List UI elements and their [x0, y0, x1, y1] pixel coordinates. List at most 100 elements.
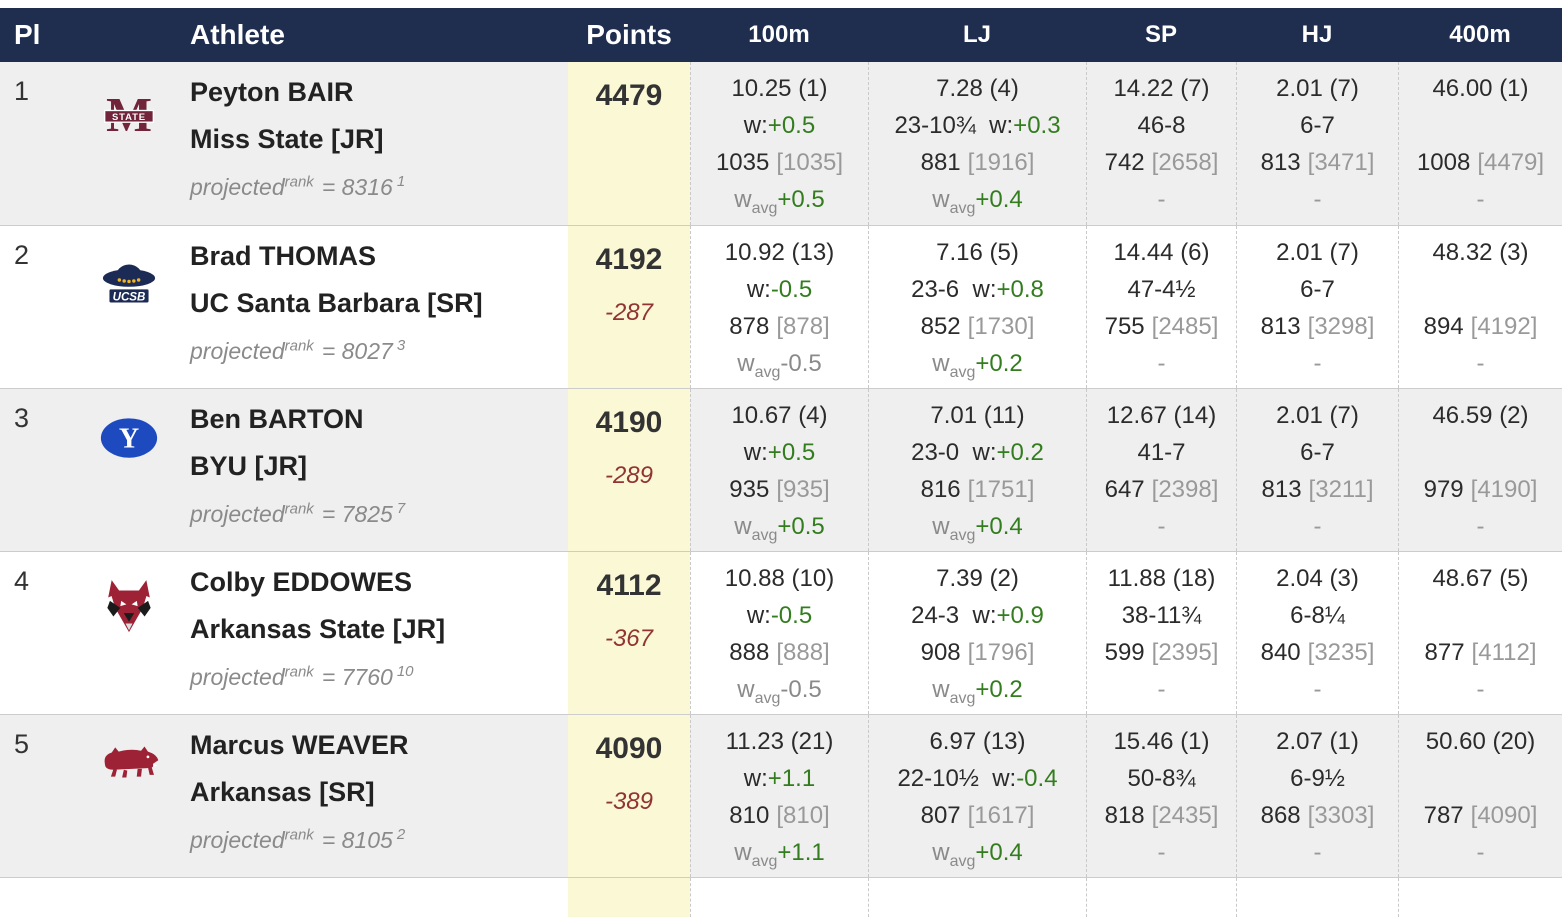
wind-label: w: [746, 276, 771, 303]
event-points: 647 [1104, 476, 1145, 503]
avg-wind: wavg+1.1 [734, 839, 825, 870]
event-cumulative: [4190] [1470, 476, 1538, 503]
event-place: (13) [791, 239, 835, 266]
athlete-row: 4 Colby EDDOWES Arkansas State [JR] proj… [0, 551, 1562, 714]
avg-wind: - [1476, 839, 1485, 866]
event-points: 979 [1423, 476, 1464, 503]
event-points: 878 [729, 313, 770, 340]
event-mark: 2.01 [1276, 75, 1323, 102]
projected-score: projectedrank = 8105 2 [190, 826, 406, 853]
event-place: (21) [790, 728, 834, 755]
athlete-name[interactable]: Marcus WEAVER [190, 730, 409, 760]
avg-wind: - [1313, 839, 1322, 866]
wind-label: w: [972, 602, 997, 629]
col-header-athlete: Athlete [190, 19, 285, 50]
event-imperial: 6-9½ [1290, 765, 1345, 792]
athlete-name[interactable]: Ben BARTON [190, 404, 364, 434]
avg-wind: - [1313, 676, 1322, 703]
event-place: (5) [1499, 565, 1529, 592]
event-place: (2) [989, 565, 1019, 592]
athlete-name[interactable]: Brad THOMAS [190, 241, 377, 271]
event-mark: 7.16 [936, 239, 983, 266]
event-place: (1) [1499, 75, 1529, 102]
points-deficit: -289 [604, 462, 654, 489]
col-header-sp: SP [1144, 21, 1177, 48]
points-value: 4192 [595, 243, 663, 276]
team-logo-cell [70, 715, 188, 877]
points-cell: 4190 -289 [568, 389, 690, 551]
event-place: (6) [1180, 239, 1210, 266]
athlete-row: 3 Y Ben BARTON BYU [JR] projectedrank = 7… [0, 388, 1562, 551]
event-mark: 10.88 [724, 565, 785, 592]
event-cumulative: [4192] [1470, 313, 1538, 340]
event-cell-hj: 2.01 (7) 6-7 813 [3211] - [1236, 389, 1398, 551]
avg-wind: wavg+0.4 [932, 839, 1023, 870]
wind-value: -0.5 [770, 276, 813, 303]
event-place: (1) [1180, 728, 1210, 755]
avg-wind: - [1313, 350, 1322, 377]
event-cell-lj: 6.97 (13) 22-10½ w:-0.4 807 [1617] wavg+0… [868, 715, 1086, 877]
event-cell-sp: 14.44 (6) 47-4½ 755 [2485] - [1086, 226, 1236, 388]
wind-value: -0.5 [770, 602, 813, 629]
event-mark: 14.44 [1113, 239, 1174, 266]
event-cell-400m: 48.32 (3) 894 [4192] - [1398, 226, 1562, 388]
points-cell: 4192 -287 [568, 226, 690, 388]
event-cell-400m: 46.59 (2) 979 [4190] - [1398, 389, 1562, 551]
event-cumulative: [1796] [967, 639, 1035, 666]
event-cumulative: [1916] [967, 149, 1035, 176]
athlete-name[interactable]: Peyton BAIR [190, 77, 354, 107]
athlete-cell: Ben BARTON BYU [JR] projectedrank = 7825 7 [188, 389, 568, 551]
event-cell-100m: 10.67 (4) w:+0.5 935 [935] wavg+0.5 [690, 389, 868, 551]
event-points: 807 [920, 802, 961, 829]
col-header-pl: Pl [14, 19, 41, 50]
athlete-cell: Marcus WEAVER Arkansas [SR] projectedran… [188, 715, 568, 877]
wind-label: w: [992, 765, 1017, 792]
event-cell-100m: 10.25 (1) w:+0.5 1035 [1035] wavg+0.5 [690, 62, 868, 225]
event-cell-sp: 14.22 (7) 46-8 742 [2658] - [1086, 62, 1236, 225]
event-cell-hj: 2.01 (7) 6-7 813 [3298] - [1236, 226, 1398, 388]
event-cell-100m: 10.88 (10) w:-0.5 888 [888] wavg-0.5 [690, 552, 868, 714]
avg-wind: - [1157, 186, 1166, 213]
event-points: 1008 [1416, 149, 1471, 176]
avg-wind: wavg+0.4 [932, 186, 1023, 217]
place-number: 1 [14, 76, 30, 106]
event-cumulative: [3211] [1308, 476, 1374, 503]
athlete-name[interactable]: Colby EDDOWES [190, 567, 413, 597]
event-cumulative: [4479] [1477, 149, 1545, 176]
event-place: (4) [798, 402, 828, 429]
points-deficit: -367 [604, 625, 654, 652]
event-points: 787 [1423, 802, 1464, 829]
event-imperial: 50-8¾ [1127, 765, 1196, 792]
event-place: (13) [982, 728, 1026, 755]
athlete-school: UC Santa Barbara [SR] [190, 288, 483, 318]
event-points: 816 [920, 476, 961, 503]
event-mark: 48.67 [1432, 565, 1493, 592]
athlete-row: 2 UCSB Brad THOMAS UC Santa Barbara [SR]… [0, 225, 1562, 388]
event-mark: 50.60 [1425, 728, 1486, 755]
event-points: 908 [920, 639, 961, 666]
wind-value: -0.4 [1016, 765, 1058, 792]
points-value: 4479 [595, 79, 663, 112]
wind-value: +0.5 [767, 112, 816, 139]
event-place: (5) [989, 239, 1019, 266]
avg-wind: wavg+0.4 [932, 513, 1023, 544]
avg-wind: - [1157, 676, 1166, 703]
avg-wind: - [1157, 513, 1166, 540]
wind-label: w: [972, 276, 997, 303]
col-header-points: Points [586, 19, 672, 50]
athlete-row: 1 MSTATE Peyton BAIR Miss State [JR] pro… [0, 62, 1562, 225]
event-cell-hj: 2.04 (3) 6-8¼ 840 [3235] - [1236, 552, 1398, 714]
event-cumulative: [888] [776, 639, 830, 666]
avg-wind: - [1157, 839, 1166, 866]
wind-value: +0.5 [767, 439, 816, 466]
event-cell-sp: 15.46 (1) 50-8¾ 818 [2435] - [1086, 715, 1236, 877]
avg-wind: - [1476, 350, 1485, 377]
event-mark: 2.04 [1276, 565, 1323, 592]
col-header-hj: HJ [1301, 21, 1333, 48]
results-table: Pl Athlete Points 100m LJ SP HJ 400m 1 M… [0, 8, 1562, 917]
event-cell-400m: 48.67 (5) 877 [4112] - [1398, 552, 1562, 714]
avg-wind: - [1476, 513, 1485, 540]
athlete-school: BYU [JR] [190, 451, 308, 481]
event-place: (20) [1492, 728, 1536, 755]
avg-wind: wavg+0.2 [932, 676, 1023, 707]
